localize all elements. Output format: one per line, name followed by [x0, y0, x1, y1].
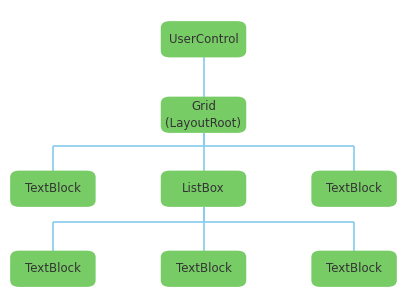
FancyBboxPatch shape: [10, 171, 96, 207]
Text: TextBlock: TextBlock: [175, 262, 232, 275]
Text: Grid
(LayoutRoot): Grid (LayoutRoot): [166, 100, 241, 130]
Text: UserControl: UserControl: [168, 33, 239, 46]
FancyBboxPatch shape: [161, 21, 246, 57]
Text: ListBox: ListBox: [182, 182, 225, 195]
Text: TextBlock: TextBlock: [25, 262, 81, 275]
FancyBboxPatch shape: [311, 251, 397, 287]
FancyBboxPatch shape: [161, 97, 246, 133]
Text: TextBlock: TextBlock: [25, 182, 81, 195]
FancyBboxPatch shape: [161, 171, 246, 207]
FancyBboxPatch shape: [161, 251, 246, 287]
FancyBboxPatch shape: [10, 251, 96, 287]
Text: TextBlock: TextBlock: [326, 182, 382, 195]
Text: TextBlock: TextBlock: [326, 262, 382, 275]
FancyBboxPatch shape: [311, 171, 397, 207]
